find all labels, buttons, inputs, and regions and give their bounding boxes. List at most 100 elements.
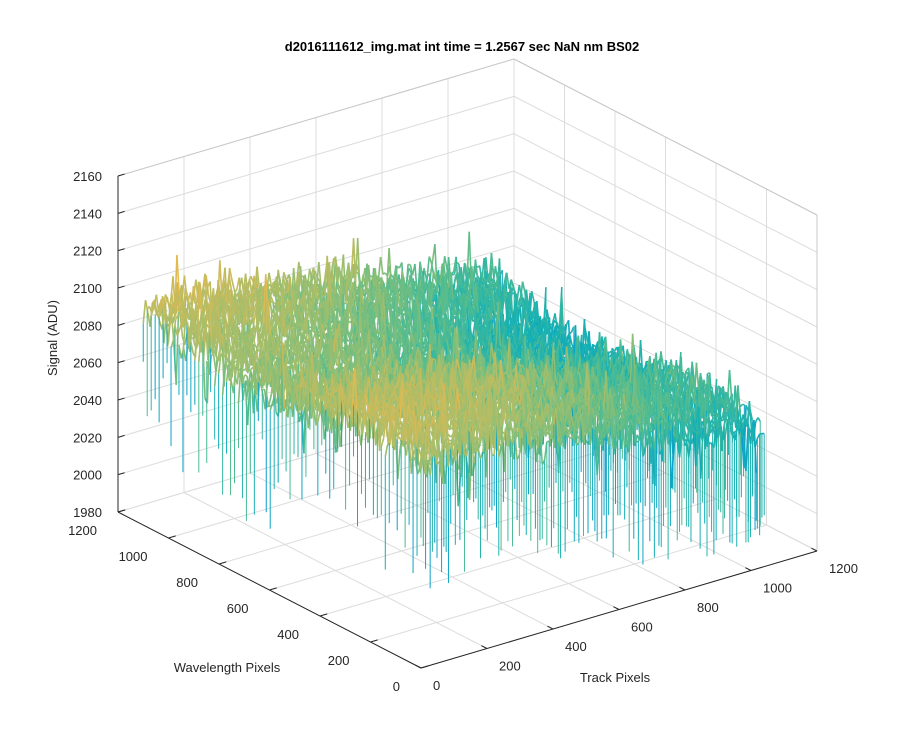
side-grid-z xyxy=(513,133,818,291)
surface-segment xyxy=(282,286,287,293)
surface-segment xyxy=(183,313,188,320)
surface-segment xyxy=(152,302,157,313)
surface-segment xyxy=(221,280,226,302)
surface-segment xyxy=(181,313,185,323)
surface-segment xyxy=(176,255,181,296)
side-grid-z xyxy=(513,245,818,403)
surface-segment xyxy=(419,261,424,277)
surface-segment xyxy=(270,281,275,289)
surface-segment xyxy=(248,292,252,297)
surface-segment xyxy=(428,256,433,264)
surface-segment xyxy=(491,264,496,274)
surface-segment xyxy=(249,290,254,313)
floor-grid-y xyxy=(269,472,666,591)
surface-segment xyxy=(459,283,463,286)
surface-segment xyxy=(298,272,303,288)
surface-segment xyxy=(195,299,199,303)
surface-segment xyxy=(174,325,179,336)
surface-segment xyxy=(414,281,418,288)
surface-segment xyxy=(317,330,321,334)
surface-segment xyxy=(158,298,163,317)
surface-segment xyxy=(271,311,275,314)
surface-segment xyxy=(355,286,359,289)
surface-segment xyxy=(423,267,428,279)
surface-segment xyxy=(227,301,231,304)
surface-segment xyxy=(304,288,308,293)
surface-segment xyxy=(335,264,339,285)
surface-segment xyxy=(256,266,261,289)
surface-segment xyxy=(142,300,147,324)
surface-segment xyxy=(414,263,418,294)
surface-segment xyxy=(233,288,238,294)
surface-segment xyxy=(353,280,358,307)
surface-segment xyxy=(273,281,277,284)
surface-segment xyxy=(313,302,318,312)
surface-segment xyxy=(463,304,467,308)
surface-segment xyxy=(268,291,273,316)
surface-segment xyxy=(287,361,291,365)
surface-segment xyxy=(260,293,264,297)
surface-segment xyxy=(377,256,382,282)
surface-segment xyxy=(244,374,248,377)
surface-segment xyxy=(474,259,479,280)
surface-segment xyxy=(275,276,280,295)
surface-segment xyxy=(155,294,160,313)
surface-segment xyxy=(393,274,398,281)
surface-segment xyxy=(268,272,273,287)
surface-segment xyxy=(253,275,258,289)
surface-segment xyxy=(495,271,500,278)
surface-segment xyxy=(295,261,300,285)
surface-segment xyxy=(184,287,189,297)
surface-segment xyxy=(342,277,346,281)
surface-segment xyxy=(342,254,347,302)
surface-segment xyxy=(282,276,287,289)
surface-segment xyxy=(224,282,229,287)
side-grid-z xyxy=(513,170,818,328)
surface-segment xyxy=(355,263,360,274)
surface-segment xyxy=(250,275,254,282)
surface-segment xyxy=(174,308,179,317)
box-edge xyxy=(117,58,515,177)
surface-segment xyxy=(224,363,228,367)
surface-segment xyxy=(199,282,203,301)
surface-segment xyxy=(231,279,235,290)
surface-segment xyxy=(293,297,298,304)
surface-segment xyxy=(273,302,277,305)
surface-segment xyxy=(488,277,493,288)
surface-segment xyxy=(442,262,447,279)
surface-segment xyxy=(178,321,183,330)
surface-segment xyxy=(480,272,485,282)
surface-segment xyxy=(334,256,339,273)
surface-segment xyxy=(369,274,373,278)
surface-segment xyxy=(488,264,493,293)
surface-segment xyxy=(192,286,197,301)
surface-segment xyxy=(172,319,177,341)
surface-segment xyxy=(150,302,155,317)
surface-segment xyxy=(322,293,326,298)
surface-segment xyxy=(466,272,471,292)
surface-segment xyxy=(192,295,197,304)
surface-segment xyxy=(204,306,208,312)
surface-segment xyxy=(160,298,165,312)
surface-segment xyxy=(375,274,380,281)
surface-segment xyxy=(268,404,272,408)
surface-segment xyxy=(363,293,367,297)
side-grid-z xyxy=(513,207,818,365)
surface-segment xyxy=(166,317,171,347)
surface-segment xyxy=(275,282,279,299)
surface-segment xyxy=(211,318,215,321)
surface-segment xyxy=(407,267,412,273)
surface-segment xyxy=(188,316,193,340)
surface-segment xyxy=(267,283,272,287)
surface-segment xyxy=(498,276,502,297)
surface-segment xyxy=(246,288,250,292)
surface-segment xyxy=(443,256,448,269)
surface-segment xyxy=(228,275,233,289)
wall-grid-z xyxy=(117,170,515,289)
surface-segment xyxy=(270,296,275,304)
surface-segment xyxy=(476,278,480,282)
surface-segment xyxy=(319,281,324,298)
surface-segment xyxy=(289,276,294,299)
surface-segment xyxy=(371,276,376,287)
